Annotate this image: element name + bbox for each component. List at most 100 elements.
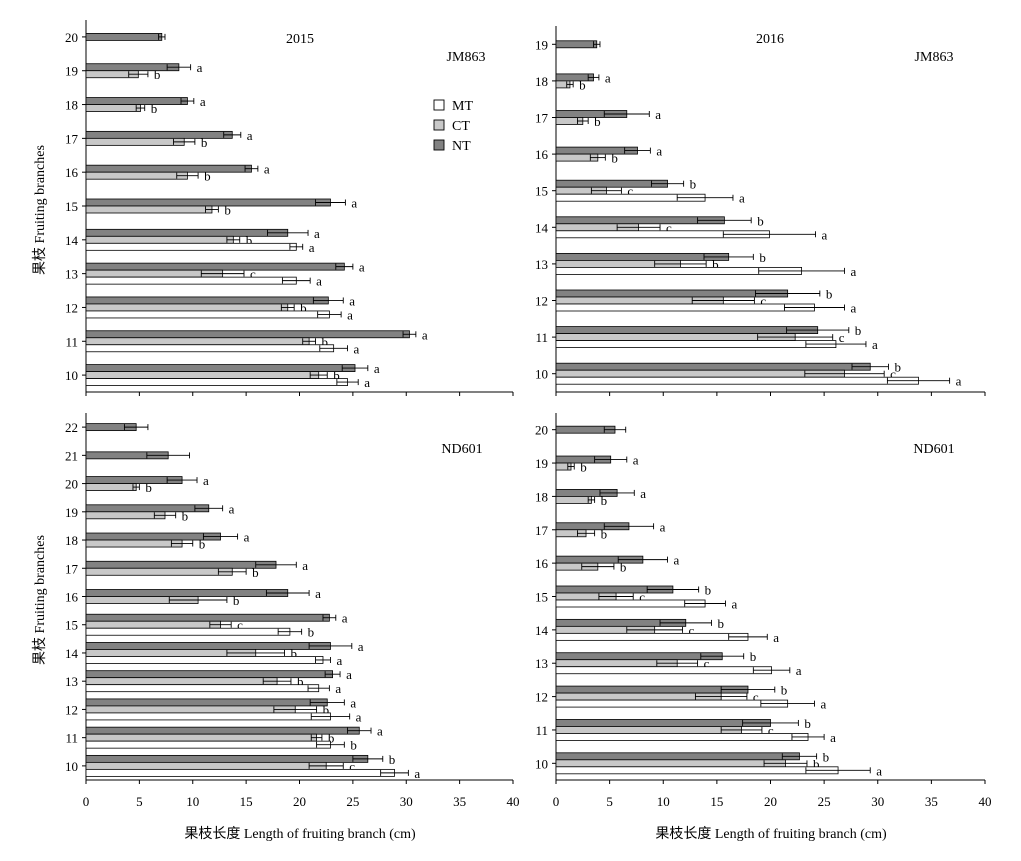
y-tick-label: 14 bbox=[535, 220, 549, 235]
bar-mt bbox=[555, 699, 789, 708]
significance-letter: c bbox=[627, 184, 633, 199]
significance-letter: b bbox=[389, 752, 396, 767]
y-tick-label: 15 bbox=[535, 184, 548, 199]
significance-letter: b bbox=[781, 683, 788, 698]
significance-letter: a bbox=[350, 695, 356, 710]
significance-letter: a bbox=[336, 653, 342, 668]
bar-nt bbox=[555, 685, 749, 694]
bar-ct bbox=[85, 104, 141, 112]
bar-nt bbox=[85, 726, 360, 735]
panel-year: 2016 bbox=[756, 32, 784, 47]
y-tick-label: 13 bbox=[535, 656, 548, 671]
bar-ct bbox=[85, 235, 234, 244]
x-tick-label: 40 bbox=[507, 794, 520, 809]
significance-letter: b bbox=[201, 135, 208, 150]
significance-letter: a bbox=[351, 196, 357, 211]
panel-cultivar: JM863 bbox=[915, 50, 954, 65]
significance-letter: c bbox=[250, 267, 256, 282]
y-axis-title-top: 果枝 Fruiting branches bbox=[32, 145, 48, 275]
legend-swatch-mt bbox=[433, 99, 445, 111]
significance-letter: b bbox=[580, 460, 587, 475]
significance-letter: c bbox=[704, 656, 710, 671]
significance-letter: a bbox=[244, 530, 250, 545]
x-tick-label: 35 bbox=[925, 794, 938, 809]
bar-mt bbox=[555, 666, 772, 675]
y-tick-label: 13 bbox=[535, 257, 548, 272]
significance-letter: c bbox=[349, 759, 355, 774]
bar-mt bbox=[85, 627, 291, 636]
significance-letter: a bbox=[851, 301, 857, 316]
significance-letter: a bbox=[876, 763, 882, 778]
bar-ct bbox=[85, 733, 317, 742]
y-tick-label: 17 bbox=[535, 523, 549, 538]
significance-letter: a bbox=[229, 501, 235, 516]
bar-nt bbox=[555, 652, 723, 661]
y-tick-label: 20 bbox=[65, 477, 78, 492]
bar-nt bbox=[555, 719, 771, 727]
significance-letter: b bbox=[145, 480, 152, 495]
x-tick-label: 15 bbox=[710, 794, 723, 809]
significance-letter: c bbox=[768, 723, 774, 738]
panel-cultivar: ND601 bbox=[441, 442, 482, 457]
significance-letter: a bbox=[796, 663, 802, 678]
bar-mt bbox=[85, 310, 330, 319]
significance-letter: b bbox=[322, 334, 329, 349]
significance-letter: b bbox=[804, 716, 811, 731]
significance-letter: a bbox=[364, 375, 370, 390]
x-tick-label: 20 bbox=[293, 794, 306, 809]
bar-ct bbox=[85, 337, 310, 346]
significance-letter: b bbox=[252, 565, 259, 580]
y-tick-label: 22 bbox=[65, 420, 78, 435]
bar-nt bbox=[85, 754, 369, 763]
y-tick-label: 15 bbox=[535, 590, 548, 605]
y-tick-label: 16 bbox=[65, 165, 79, 180]
bar-ct bbox=[555, 369, 845, 378]
y-tick-label: 15 bbox=[65, 199, 78, 214]
significance-letter: a bbox=[872, 337, 878, 352]
x-tick-label: 0 bbox=[553, 794, 560, 809]
panel-year: 2015 bbox=[286, 32, 314, 47]
bar-nt bbox=[85, 670, 333, 679]
significance-letter: b bbox=[233, 593, 240, 608]
y-axis-title-bottom: 果枝 Fruiting branches bbox=[32, 535, 48, 665]
y-tick-label: 20 bbox=[65, 30, 78, 45]
significance-letter: b bbox=[894, 360, 901, 375]
significance-letter: b bbox=[291, 646, 298, 661]
bar-nt bbox=[85, 130, 233, 139]
significance-letter: a bbox=[655, 107, 661, 122]
significance-letter: b bbox=[826, 287, 833, 302]
bar-mt bbox=[85, 276, 297, 285]
significance-letter: a bbox=[359, 260, 365, 275]
significance-letter: b bbox=[823, 749, 830, 764]
significance-letter: a bbox=[822, 227, 828, 242]
panel-cultivar: ND601 bbox=[913, 442, 954, 457]
significance-letter: a bbox=[377, 724, 383, 739]
x-tick-label: 5 bbox=[136, 794, 143, 809]
y-tick-label: 13 bbox=[65, 267, 78, 282]
y-tick-label: 17 bbox=[535, 111, 549, 126]
x-tick-label: 30 bbox=[400, 794, 413, 809]
significance-letter: a bbox=[956, 374, 962, 389]
bar-nt bbox=[555, 40, 598, 49]
legend-label-ct: CT bbox=[452, 119, 470, 134]
significance-letter: b bbox=[350, 738, 357, 753]
significance-letter: a bbox=[633, 453, 639, 468]
significance-letter: c bbox=[890, 367, 896, 382]
bar-nt bbox=[85, 228, 289, 237]
significance-letter: a bbox=[264, 162, 270, 177]
bar-ct bbox=[85, 620, 221, 629]
bar-ct bbox=[85, 371, 320, 379]
significance-letter: c bbox=[689, 623, 695, 638]
y-tick-label: 16 bbox=[535, 556, 549, 571]
bar-nt bbox=[85, 364, 356, 372]
significance-letter: a bbox=[358, 639, 364, 654]
significance-letter: a bbox=[605, 70, 611, 85]
bar-nt bbox=[85, 198, 331, 207]
bar-ct bbox=[555, 726, 742, 734]
significance-letter: b bbox=[759, 250, 766, 265]
significance-letter: b bbox=[224, 203, 231, 218]
y-tick-label: 19 bbox=[65, 505, 78, 520]
